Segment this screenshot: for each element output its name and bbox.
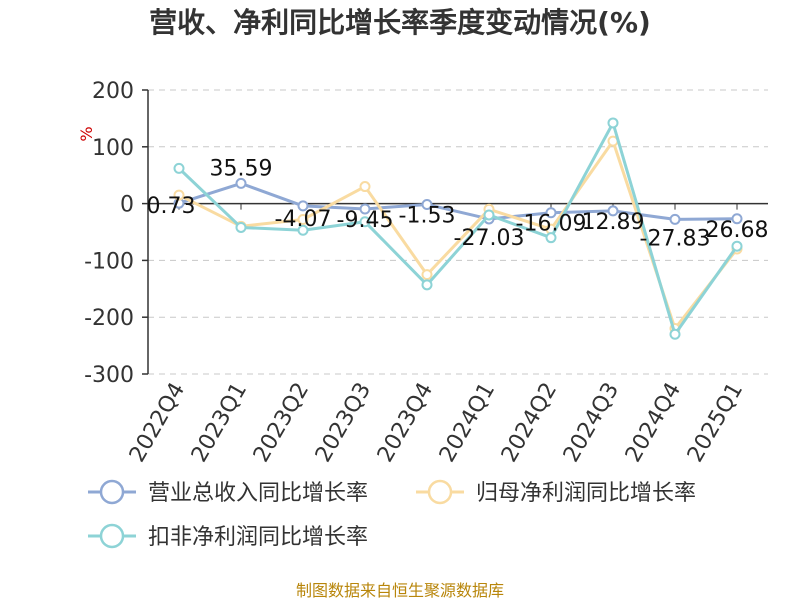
x-tick-label: 2022Q4: [125, 379, 190, 467]
x-tick-label: 2023Q4: [373, 379, 438, 467]
legend-label: 营业总收入同比增长率: [148, 481, 368, 506]
x-tick-label: 2023Q1: [187, 379, 252, 467]
legend-item-1[interactable]: 归母净利润同比增长率: [416, 479, 696, 506]
data-point: [421, 198, 433, 210]
y-tick-label: -300: [84, 363, 134, 388]
data-point: [173, 189, 185, 201]
data-point: [669, 328, 681, 340]
data-label: -27.83: [640, 226, 711, 251]
x-tick-label: 2024Q1: [435, 379, 500, 467]
x-tick-label: 2023Q2: [249, 379, 314, 467]
x-tick-label: 2025Q1: [683, 379, 748, 467]
data-point: [731, 240, 743, 252]
data-label: -16.09: [516, 212, 587, 237]
data-label: -27.03: [454, 226, 525, 251]
series-layer: [173, 117, 743, 340]
data-point: [359, 203, 371, 215]
y-tick-label: -200: [84, 306, 134, 331]
data-label: 26.68: [706, 218, 769, 243]
y-tick-label: 0: [120, 193, 134, 218]
legend-swatch-marker: [99, 523, 125, 549]
data-label: -4.07: [275, 207, 332, 232]
legend-label: 归母净利润同比增长率: [476, 481, 696, 506]
data-label: -9.45: [337, 208, 394, 233]
data-point: [235, 221, 247, 233]
x-tick-label: 2023Q3: [311, 379, 376, 467]
x-tick-label: 2024Q4: [621, 379, 686, 467]
legend-swatch-marker: [427, 479, 453, 505]
data-point: [545, 232, 557, 244]
legend-swatch-marker: [99, 479, 125, 505]
data-point: [235, 177, 247, 189]
data-point: [607, 117, 619, 129]
legend-label: 扣非净利润同比增长率: [148, 525, 368, 550]
data-label-layer: 0.73 35.59 -4.07 -9.45 -1.53-27.03-16.0912.8…: [147, 156, 769, 251]
data-label: -1.53: [399, 203, 456, 228]
data-point: [359, 216, 371, 228]
x-tick-label: 2024Q3: [559, 379, 624, 467]
data-point: [545, 207, 557, 219]
data-point: [669, 213, 681, 225]
data-point: [297, 224, 309, 236]
chart-title: 营收、净利同比增长率季度变动情况(%): [149, 6, 651, 39]
data-point: [607, 205, 619, 217]
data-label: 12.89: [582, 210, 645, 235]
y-tick-label: 200: [92, 79, 134, 104]
data-label: 35.59: [210, 156, 273, 181]
data-point: [421, 279, 433, 291]
source-note: 制图数据来自恒生聚源数据库: [296, 581, 504, 600]
series-line-2: [177, 121, 739, 336]
data-point: [297, 200, 309, 212]
data-point: [731, 213, 743, 225]
legend-item-0[interactable]: 营业总收入同比增长率: [88, 479, 368, 506]
y-tick-label: 100: [92, 136, 134, 161]
data-point: [421, 269, 433, 281]
data-point: [359, 181, 371, 193]
series-line-1: [178, 139, 739, 331]
data-point: [173, 162, 185, 174]
legend-item-2[interactable]: 扣非净利润同比增长率: [88, 523, 368, 550]
series-line-0: [178, 181, 738, 221]
y-unit-label: %: [77, 126, 96, 141]
data-point: [297, 214, 309, 226]
data-point: [483, 209, 495, 221]
data-label: 0.73: [147, 194, 196, 219]
y-tick-label: -100: [84, 249, 134, 274]
grid-layer: [148, 89, 768, 375]
x-tick-label: 2024Q2: [497, 379, 562, 467]
